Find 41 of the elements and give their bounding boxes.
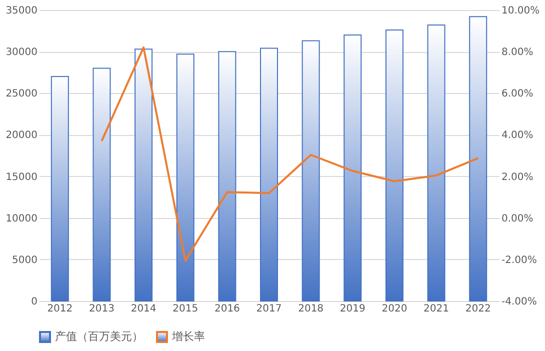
x-tick-label: 2017 — [256, 304, 282, 314]
x-tick-label: 2021 — [424, 304, 449, 314]
bar — [92, 68, 111, 302]
y-tick-label: 15000 — [6, 172, 38, 183]
y-tick-label: 35000 — [6, 6, 38, 16]
y2-tick-label: 10.00% — [502, 6, 540, 16]
line-series — [100, 46, 480, 262]
y-tick-label: 20000 — [6, 130, 38, 142]
bar — [260, 48, 278, 302]
bar — [344, 34, 362, 302]
y2-tick-label: 4.00% — [502, 130, 534, 142]
x-tick-label: 2012 — [47, 304, 73, 314]
bar — [218, 51, 236, 302]
x-tick-label: 2014 — [130, 304, 156, 314]
x-tick-label: 2022 — [465, 304, 491, 314]
x-tick-label: 2015 — [172, 304, 198, 314]
bar — [427, 24, 446, 302]
x-tick-label: 2020 — [382, 304, 408, 314]
y2-tick-label: 6.00% — [502, 88, 534, 100]
legend-label: 增长率 — [171, 330, 205, 343]
y-tick-label: 5000 — [12, 254, 38, 266]
y-tick-label: 0 — [31, 296, 38, 308]
x-tick-label: 2018 — [298, 304, 324, 314]
bar — [50, 76, 69, 302]
bar — [385, 29, 404, 302]
y2-tick-label: -2.00% — [502, 254, 537, 266]
y-tick-label: 30000 — [6, 47, 38, 58]
bar — [176, 54, 194, 302]
y2-tick-label: 2.00% — [502, 172, 534, 183]
x-tick-label: 2016 — [214, 304, 240, 314]
x-tick-label: 2013 — [89, 304, 114, 314]
y-tick-label: 25000 — [6, 88, 38, 100]
y-tick-label: 10000 — [6, 213, 38, 224]
bar — [469, 16, 488, 302]
y2-tick-label: 8.00% — [502, 47, 534, 58]
bar — [302, 40, 320, 302]
y2-tick-label: -4.00% — [502, 296, 537, 308]
bar — [134, 48, 153, 302]
legend-label: 产值（百万美元） — [55, 330, 143, 343]
y2-tick-label: 0.00% — [502, 213, 534, 224]
x-tick-label: 2019 — [340, 304, 366, 314]
